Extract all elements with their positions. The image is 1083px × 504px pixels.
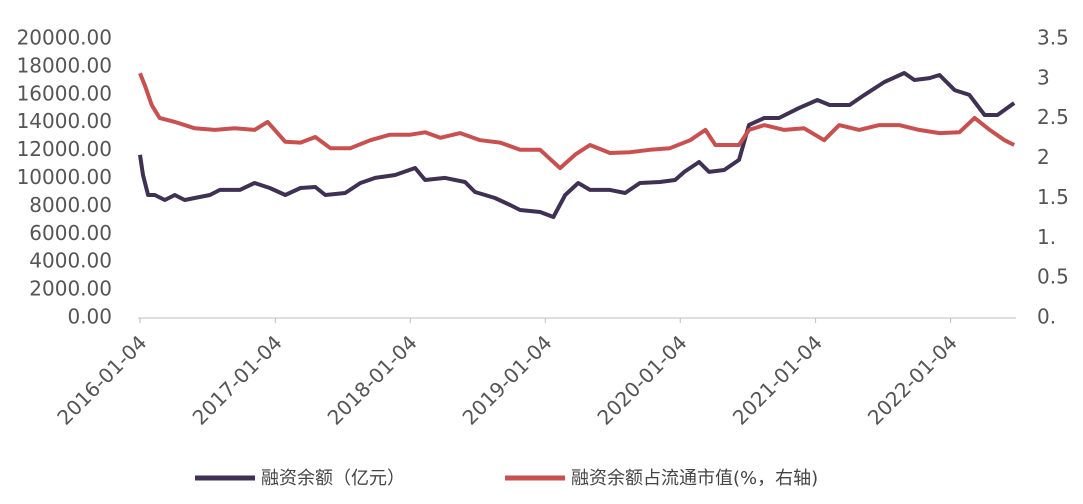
y-tick-label: 0.00 <box>67 305 112 329</box>
y2-tick-label: 3.5 <box>1037 26 1069 50</box>
x-tick-label: 2021-01-04 <box>728 330 827 429</box>
y-tick-label: 20000.00 <box>17 26 112 50</box>
y-tick-label: 18000.00 <box>17 53 112 77</box>
y2-tick-label: 0. <box>1037 305 1056 329</box>
y2-tick-label: 0.5 <box>1037 265 1069 289</box>
y-tick-label: 16000.00 <box>17 81 112 105</box>
y-tick-label: 10000.00 <box>17 165 112 189</box>
x-tick-label: 2020-01-04 <box>593 330 692 429</box>
x-tick-label: 2017-01-04 <box>188 330 287 429</box>
y-tick-label: 8000.00 <box>29 193 112 217</box>
x-tick-label: 2018-01-04 <box>323 330 422 429</box>
y2-tick-label: 2 <box>1037 145 1050 169</box>
y2-tick-label: 2.5 <box>1037 105 1069 129</box>
y-tick-label: 4000.00 <box>29 249 112 273</box>
y2-tick-label: 1. <box>1037 225 1056 249</box>
y-tick-label: 14000.00 <box>17 109 112 133</box>
y2-tick-label: 3 <box>1037 65 1050 89</box>
x-tick-label: 2016-01-04 <box>52 330 151 429</box>
series-line <box>138 72 1016 171</box>
series-line <box>138 71 1016 219</box>
y2-tick-label: 1.5 <box>1037 185 1069 209</box>
x-tick-label: 2019-01-04 <box>458 330 557 429</box>
y-tick-label: 6000.00 <box>29 221 112 245</box>
y-tick-label: 2000.00 <box>29 277 112 301</box>
legend-label: 融资余额（亿元） <box>261 468 405 489</box>
x-tick-label: 2022-01-04 <box>863 330 962 429</box>
legend-label: 融资余额占流通市值(%，右轴) <box>571 468 818 489</box>
y-tick-label: 12000.00 <box>17 137 112 161</box>
